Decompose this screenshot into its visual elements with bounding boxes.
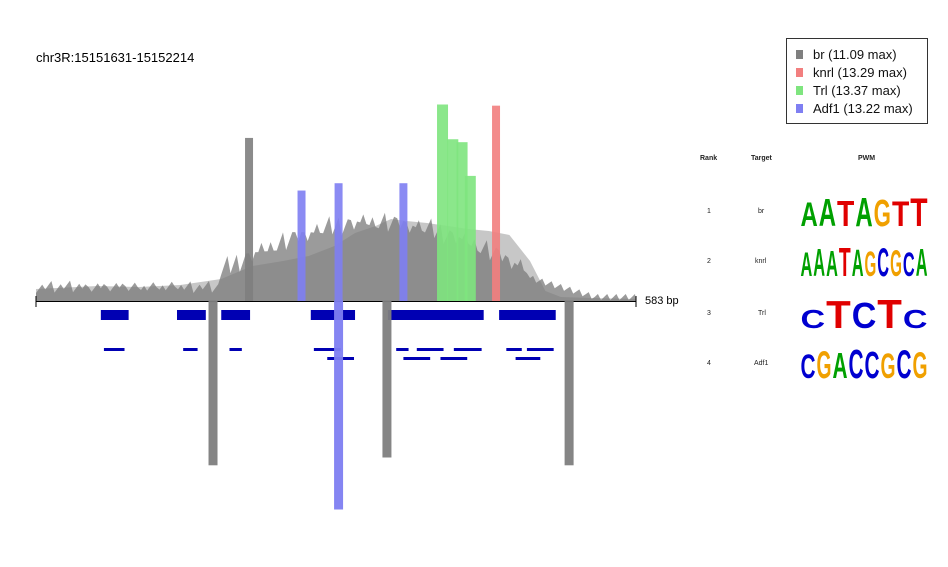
logo-letter: A: [800, 196, 817, 230]
logo-letter: A: [801, 246, 813, 280]
legend-swatch-adf1: [796, 103, 803, 113]
logo-letter: G: [874, 193, 891, 230]
header-rank: Rank: [700, 155, 718, 162]
logo-letter: T: [877, 291, 902, 332]
target-cell: knrl: [755, 258, 767, 265]
feature-block: [310, 310, 356, 320]
motif-site-bar: [564, 300, 574, 466]
header-target: Target: [751, 155, 772, 162]
motif-hit: [313, 348, 341, 351]
peak-bar: [245, 137, 254, 302]
logo-letter: T: [837, 193, 854, 230]
motif-hit: [515, 357, 541, 360]
motif-hit: [453, 348, 482, 351]
rank-cell: 1: [707, 208, 711, 215]
target-cell: Trl: [758, 310, 766, 317]
feature-block: [176, 310, 206, 320]
legend-swatch-br: [796, 49, 803, 59]
motif-hit: [526, 348, 554, 351]
legend-swatch-trl: [796, 85, 803, 95]
peak-bar: [464, 175, 476, 302]
logo-letter: A: [813, 242, 825, 280]
motif-hit: [229, 348, 242, 351]
length-label: 583 bp: [645, 295, 679, 307]
motif-hit: [416, 348, 444, 351]
logo-letter: T: [826, 294, 851, 332]
motif-hit: [440, 357, 468, 360]
logo-letter: T: [910, 191, 927, 230]
logo-letter: A: [833, 345, 848, 382]
rank-cell: 4: [707, 360, 711, 367]
logo-letter: A: [916, 242, 928, 280]
peak-bar: [297, 190, 306, 302]
logo-letter: C: [849, 341, 864, 382]
logo-letter: A: [826, 243, 838, 280]
logo-letter: T: [892, 195, 909, 230]
motif-hit: [103, 348, 125, 351]
feature-block: [221, 310, 251, 320]
motif-hit: [403, 357, 431, 360]
logo-letter: G: [913, 345, 928, 382]
legend-label-knrl: knrl (13.29 max): [813, 64, 907, 80]
legend-label-br: br (11.09 max): [813, 46, 897, 62]
legend-label-trl: Trl (13.37 max): [813, 82, 901, 98]
peak-bar: [399, 183, 408, 302]
logo-letter: C: [852, 295, 877, 332]
legend-item-br: br (11.09 max): [796, 45, 927, 63]
motif-site-bar: [382, 300, 392, 458]
logo-letter: C: [897, 343, 912, 382]
peak-bar: [492, 105, 501, 302]
logo-letter: A: [855, 189, 872, 230]
region-title: chr3R:15151631-15152214: [36, 50, 195, 65]
logo-letter: T: [839, 239, 851, 280]
feature-block: [499, 310, 556, 320]
legend-item-adf1: Adf1 (13.22 max): [796, 99, 927, 117]
logo-letter: A: [819, 192, 836, 230]
motif-hit: [506, 348, 522, 351]
logo-letter: G: [865, 245, 877, 280]
legend-label-adf1: Adf1 (13.22 max): [813, 100, 913, 116]
motif-site-bar: [334, 300, 344, 510]
feature-block: [387, 310, 484, 320]
legend-item-trl: Trl (13.37 max): [796, 81, 927, 99]
peak-bar: [437, 104, 449, 302]
header-pwm: PWM: [858, 155, 876, 162]
rank-cell: 2: [707, 258, 711, 265]
motif-hit: [396, 348, 409, 351]
peak-bar: [447, 139, 459, 302]
logo-letter: C: [877, 241, 889, 280]
logo-letter: C: [903, 246, 915, 280]
motif-site-bar: [208, 300, 218, 466]
logo-letter: C: [801, 304, 826, 332]
target-cell: br: [758, 208, 765, 215]
motif-hit: [183, 348, 198, 351]
logo-letter: C: [903, 304, 928, 332]
logo-letter: C: [801, 348, 816, 382]
rank-cell: 3: [707, 310, 711, 317]
legend: br (11.09 max) knrl (13.29 max) Trl (13.…: [786, 38, 928, 124]
logo-letter: G: [890, 243, 902, 280]
logo-letter: C: [865, 345, 880, 382]
logo-letter: G: [817, 344, 832, 382]
peak-bar: [334, 183, 343, 302]
target-cell: Adf1: [754, 360, 769, 367]
legend-item-knrl: knrl (13.29 max): [796, 63, 927, 81]
logo-letter: G: [881, 347, 896, 382]
logo-letter: A: [852, 243, 864, 280]
legend-swatch-knrl: [796, 67, 803, 77]
feature-block: [100, 310, 129, 320]
